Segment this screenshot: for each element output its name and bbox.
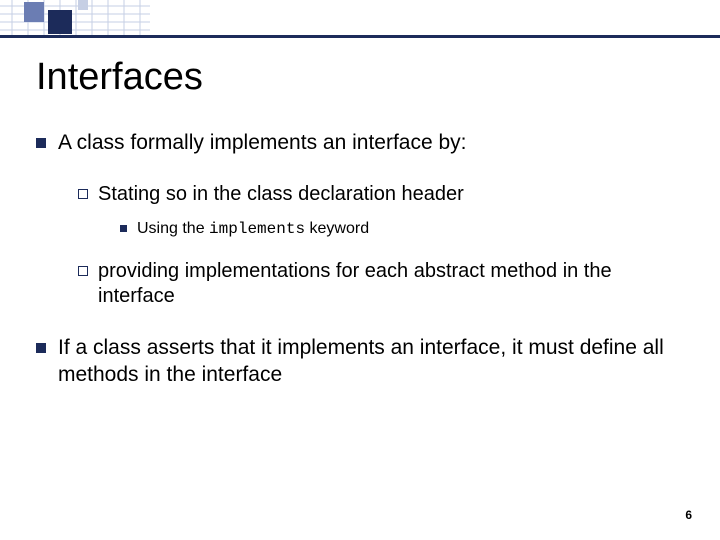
bullet-text: providing implementations for each abstr… (98, 259, 684, 309)
square-bullet-icon (36, 138, 46, 148)
bullet-level2: Using the implements keyword (120, 219, 684, 239)
page-number: 6 (685, 508, 692, 522)
corner-grid-decoration (0, 0, 150, 38)
code-keyword: implements (209, 220, 305, 238)
bullet-level0: If a class asserts that it implements an… (36, 335, 684, 388)
bullet-text: Stating so in the class declaration head… (98, 182, 464, 207)
text-post: keyword (305, 220, 369, 237)
hollow-square-bullet-icon (78, 266, 88, 276)
bullet-level1: Stating so in the class declaration head… (78, 182, 684, 207)
square-bullet-icon (36, 343, 46, 353)
title-rule (0, 35, 720, 38)
small-square-bullet-icon (120, 225, 127, 232)
bullet-text: Using the implements keyword (137, 219, 369, 239)
slide-title: Interfaces (36, 56, 203, 99)
bullet-level0: A class formally implements an interface… (36, 130, 684, 156)
hollow-square-bullet-icon (78, 189, 88, 199)
bullet-text: If a class asserts that it implements an… (58, 335, 684, 388)
bullet-level1: providing implementations for each abstr… (78, 259, 684, 309)
text-pre: Using the (137, 220, 209, 237)
slide-body: A class formally implements an interface… (36, 130, 684, 388)
slide-topbar (0, 0, 720, 38)
bullet-text: A class formally implements an interface… (58, 130, 467, 156)
